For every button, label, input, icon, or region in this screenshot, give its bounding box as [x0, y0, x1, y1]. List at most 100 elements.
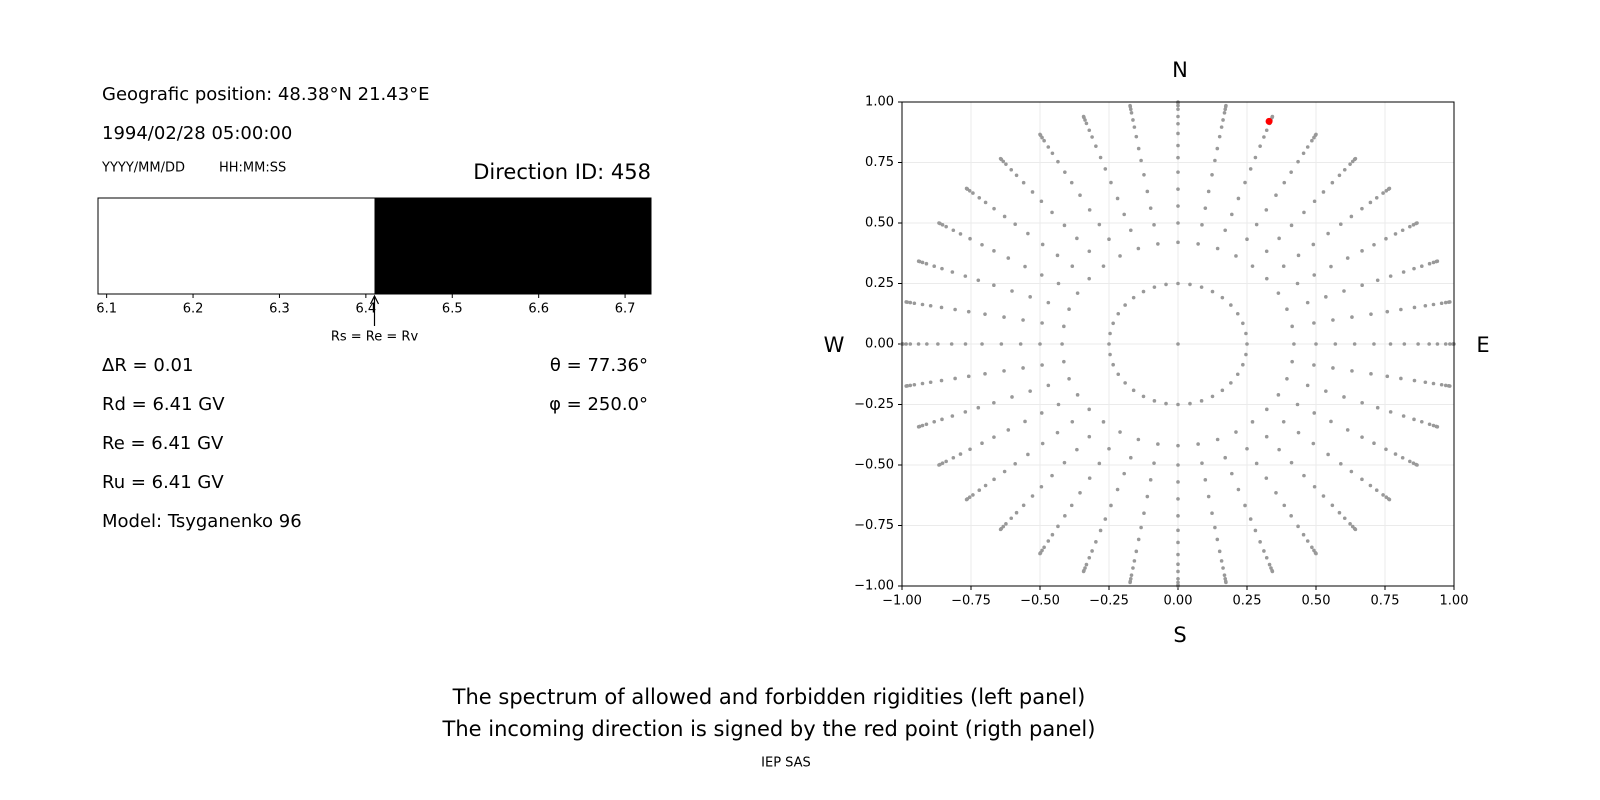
direction-point — [1393, 232, 1398, 236]
direction-point — [1176, 107, 1180, 112]
direction-point — [1419, 264, 1424, 268]
direction-point — [1081, 114, 1086, 119]
direction-point — [1301, 151, 1306, 156]
direction-point — [1282, 180, 1287, 185]
direction-point — [1075, 291, 1080, 295]
direction-point — [1028, 389, 1032, 393]
direction-point — [1010, 395, 1014, 399]
direction-point — [1199, 399, 1204, 403]
direction-point — [1103, 167, 1108, 171]
direction-point — [1176, 569, 1180, 574]
direction-point — [1331, 318, 1335, 322]
direction-point — [1219, 125, 1224, 129]
direction-point — [1235, 372, 1240, 377]
direction-point — [1148, 206, 1153, 210]
direction-point — [1281, 419, 1286, 424]
direction-point — [1213, 158, 1217, 163]
direction-point — [1281, 264, 1286, 269]
direction-point — [1164, 282, 1168, 287]
direction-point — [1310, 545, 1314, 550]
direction-point — [950, 270, 955, 274]
direction-point — [1235, 311, 1240, 316]
direction-point — [1063, 170, 1067, 174]
direction-point — [1062, 359, 1066, 364]
direction-point — [1002, 214, 1007, 219]
direction-point — [1200, 223, 1204, 227]
direction-point — [977, 488, 982, 493]
direction-point — [992, 400, 996, 405]
direction-point — [1289, 514, 1293, 518]
direction-point — [1276, 393, 1281, 397]
direction-point — [1070, 264, 1075, 269]
date-format: YYYY/MM/DD — [101, 161, 185, 176]
direction-point — [932, 420, 937, 424]
direction-point — [1056, 281, 1061, 286]
direction-point — [1400, 455, 1405, 460]
direction-point — [1176, 552, 1180, 557]
x-tick-label: −1.00 — [882, 594, 922, 609]
direction-point — [1176, 402, 1180, 407]
direction-point — [951, 228, 956, 233]
direction-point — [1221, 118, 1225, 122]
direction-point — [1277, 447, 1281, 452]
direction-point — [1217, 134, 1222, 139]
direction-point — [1040, 242, 1045, 247]
direction-point — [1210, 394, 1215, 399]
south-label: S — [1173, 623, 1186, 647]
direction-point — [1129, 455, 1133, 460]
direction-point — [1321, 190, 1326, 194]
direction-point — [1312, 273, 1317, 277]
y-tick-label: 1.00 — [865, 95, 894, 110]
direction-point — [908, 300, 913, 305]
direction-point — [976, 278, 981, 283]
direction-point — [1156, 242, 1160, 246]
direction-point — [1062, 460, 1067, 465]
direction-point — [1348, 162, 1352, 166]
direction-point — [1134, 134, 1139, 139]
direction-point — [1055, 430, 1060, 435]
direction-point — [1176, 342, 1180, 346]
direction-point — [1118, 254, 1122, 258]
direction-point — [966, 309, 971, 314]
param: Rd = 6.41 GV — [102, 394, 225, 415]
direction-point — [1152, 285, 1157, 289]
direction-point — [1229, 381, 1233, 385]
direction-point — [1360, 435, 1364, 439]
datetime: 1994/02/28 05:00:00 — [102, 123, 292, 144]
direction-point — [1439, 382, 1444, 387]
direction-point — [1264, 276, 1269, 281]
direction-point — [1258, 540, 1262, 544]
x-tick-label: 1.00 — [1440, 594, 1469, 609]
direction-point — [1009, 167, 1014, 172]
direction-point — [1295, 402, 1300, 407]
direction-point — [1129, 573, 1134, 577]
direction-point — [1026, 231, 1030, 236]
direction-point — [1342, 395, 1346, 399]
direction-point — [1296, 430, 1301, 435]
direction-point — [1230, 471, 1234, 476]
direction-point — [1245, 237, 1249, 242]
param: Re = 6.41 GV — [102, 433, 224, 454]
direction-point — [1087, 476, 1092, 480]
y-tick-label: −0.25 — [854, 397, 894, 412]
direction-point — [1270, 569, 1275, 574]
direction-point — [1107, 446, 1111, 451]
direction-point — [939, 305, 944, 310]
direction-point — [1448, 384, 1452, 388]
direction-point — [980, 242, 984, 247]
x-tick-label: 6.4 — [356, 302, 377, 317]
direction-point — [1305, 145, 1310, 149]
direction-point — [1046, 383, 1051, 388]
direction-point — [944, 459, 948, 464]
direction-point — [1210, 172, 1214, 177]
direction-point — [908, 342, 913, 346]
direction-point — [1199, 285, 1204, 289]
direction-point — [1145, 494, 1150, 499]
direction-point — [1023, 264, 1027, 269]
direction-point — [1311, 242, 1316, 247]
direction-point — [1262, 135, 1266, 139]
direction-point — [1443, 342, 1448, 346]
direction-point — [1384, 236, 1388, 241]
direction-point — [1039, 484, 1044, 489]
direction-point — [1250, 264, 1255, 268]
